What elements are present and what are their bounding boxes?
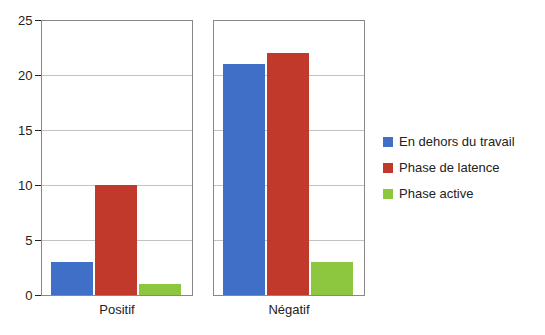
svg-text:25: 25 xyxy=(18,13,32,28)
svg-text:20: 20 xyxy=(18,68,32,83)
html-text:En dehors du travail: En dehors du travail xyxy=(399,133,515,149)
svg-text:5: 5 xyxy=(25,233,32,248)
svg-text:15: 15 xyxy=(18,123,32,138)
html-text:Phase de latence: Phase de latence xyxy=(399,159,500,175)
svg-text:Négatif: Négatif xyxy=(268,302,310,317)
html-text:Phase active: Phase active xyxy=(399,185,474,201)
svg-text:Positif: Positif xyxy=(99,302,135,317)
svg-text:10: 10 xyxy=(18,178,32,193)
svg-text:0: 0 xyxy=(25,288,32,303)
